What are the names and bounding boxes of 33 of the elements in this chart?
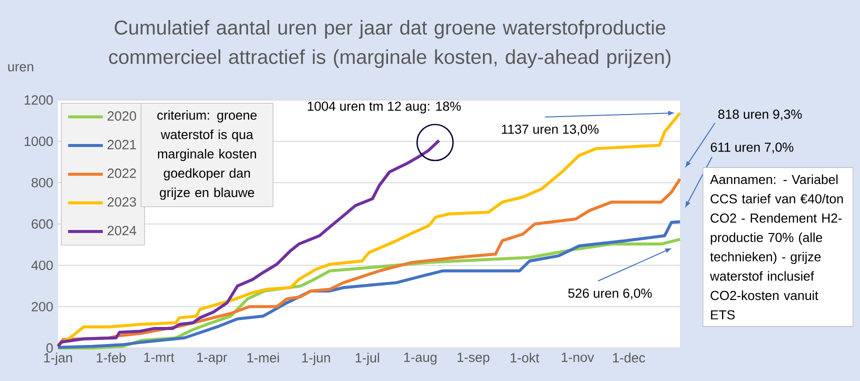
x-tick-label: 1-aug (404, 352, 436, 365)
text: Aannamen: - Variabel CCS tarief van €40/ton CO2 - Rendement H2-productie 70% (alle technieken) - grijze waterstof inclusief CO2-kosten vanuit ETS (710, 174, 843, 320)
x-tick-label: 1-sep (458, 352, 490, 365)
annotation: 526 uren 6,0% (568, 288, 652, 300)
y-axis-title: uren (8, 64, 34, 72)
x-tick-label: 1-mei (247, 352, 279, 362)
y-tick-label: 400 (31, 260, 53, 270)
x-tick-label: 1-nov (562, 352, 594, 362)
x-tick-label: 1-apr (197, 352, 228, 365)
y-tick-label: 0 (46, 343, 53, 353)
legend-label: 2021 (108, 140, 136, 150)
legend-label: 2020 (108, 111, 136, 121)
x-tick-label: 1-jun (302, 352, 330, 366)
y-tick-label: 1200 (24, 95, 53, 105)
x-tick-label: 1-dec (613, 352, 646, 362)
x-tick-label: 1-jan (44, 352, 72, 366)
annotation: 1137 uren 13,0% (502, 124, 599, 136)
x-tick-label: 1-feb (96, 352, 126, 362)
x-tick-label: 1-jul (356, 352, 379, 366)
annotation: criterium: groene waterstof is qua marginale kosten goedkoper dan grijze en blauwe (157, 110, 257, 200)
y-tick-label: 1000 (24, 136, 53, 146)
legend-label: 2023 (108, 197, 136, 207)
text: 818 uren 9,3% (718, 110, 802, 120)
legend-label: 2022 (108, 168, 136, 178)
x-tick-label: 1-mrt (144, 352, 174, 362)
chart-title: Cumulatief aantal uren per jaar dat groene waterstofproductie commercieel attractief is (marginale kosten, day-ahead prijzen) (109, 20, 670, 68)
text: 611 uren 7,0% (710, 142, 794, 154)
y-tick-label: 600 (32, 219, 53, 229)
legend-label: 2024 (108, 226, 136, 236)
y-tick-label: 200 (32, 302, 53, 312)
annotation: 1004 uren tm 12 aug: 18% (308, 102, 461, 114)
x-tick-label: 1-okt (510, 352, 540, 362)
y-tick-label: 800 (32, 178, 53, 188)
